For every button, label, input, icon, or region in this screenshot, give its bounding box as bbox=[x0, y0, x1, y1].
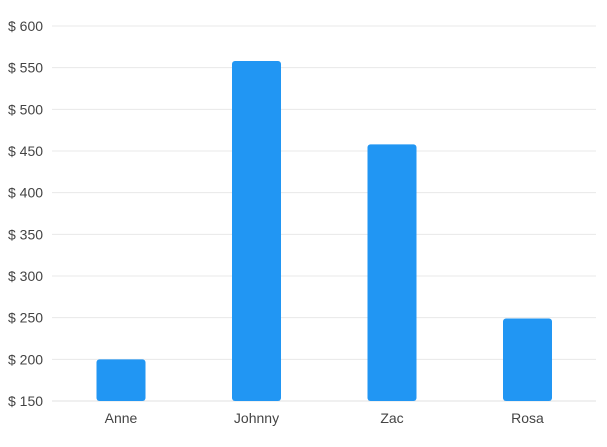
bars bbox=[96, 61, 552, 402]
y-tick-label: $ 350 bbox=[8, 226, 43, 242]
x-axis-tick-labels: Anne Johnny Zac Rosa bbox=[105, 410, 544, 426]
bar-anne[interactable] bbox=[96, 359, 146, 401]
y-tick-label: $ 500 bbox=[8, 101, 43, 117]
y-tick-label: $ 450 bbox=[8, 143, 43, 159]
y-tick-label: $ 250 bbox=[8, 310, 43, 326]
bar-johnny[interactable] bbox=[232, 61, 281, 401]
y-tick-label: $ 550 bbox=[8, 60, 43, 76]
y-tick-label: $ 600 bbox=[8, 18, 43, 34]
grid-lines bbox=[52, 25, 596, 402]
bar-zac[interactable] bbox=[367, 144, 417, 402]
x-tick-label: Rosa bbox=[511, 410, 544, 426]
y-tick-label: $ 300 bbox=[8, 268, 43, 284]
x-tick-label: Anne bbox=[105, 410, 138, 426]
x-tick-label: Zac bbox=[380, 410, 403, 426]
x-tick-label: Johnny bbox=[234, 410, 279, 426]
y-tick-label: $ 150 bbox=[8, 393, 43, 409]
bar-rosa[interactable] bbox=[503, 318, 552, 402]
y-tick-label: $ 200 bbox=[8, 351, 43, 367]
y-tick-label: $ 400 bbox=[8, 185, 43, 201]
y-axis-tick-labels: $ 150 $ 200 $ 250 $ 300 $ 350 $ 400 $ 450 $ 500… bbox=[8, 18, 43, 409]
